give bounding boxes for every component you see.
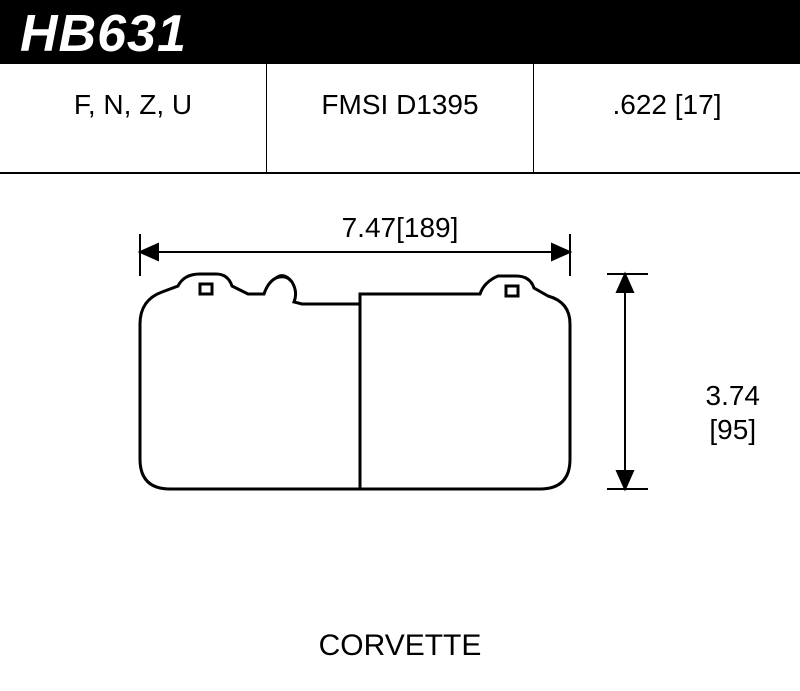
pad-outline xyxy=(140,274,570,489)
width-dimension-label: 7.47[189] xyxy=(0,212,800,244)
spec-cell-compounds: F, N, Z, U xyxy=(0,64,267,172)
height-value-mm: [95] xyxy=(709,414,756,445)
model-label: CORVETTE xyxy=(0,629,800,663)
height-dimension xyxy=(607,274,648,489)
spec-cell-thickness: .622 [17] xyxy=(534,64,800,172)
thickness-text: .622 [17] xyxy=(613,89,722,121)
spec-row: F, N, Z, U FMSI D1395 .622 [17] xyxy=(0,64,800,174)
height-value-in: 3.74 xyxy=(706,380,761,411)
height-dimension-label: 3.74 [95] xyxy=(706,379,761,446)
part-number-header: HB631 xyxy=(0,0,800,64)
diagram-area: 7.47[189] 3.74 [95] xyxy=(0,174,800,604)
spec-cell-fmsi: FMSI D1395 xyxy=(267,64,534,172)
model-name: CORVETTE xyxy=(319,629,482,662)
width-value: 7.47[189] xyxy=(342,212,459,243)
part-number: HB631 xyxy=(20,5,187,63)
compounds-text: F, N, Z, U xyxy=(74,89,192,121)
fmsi-text: FMSI D1395 xyxy=(321,89,478,121)
